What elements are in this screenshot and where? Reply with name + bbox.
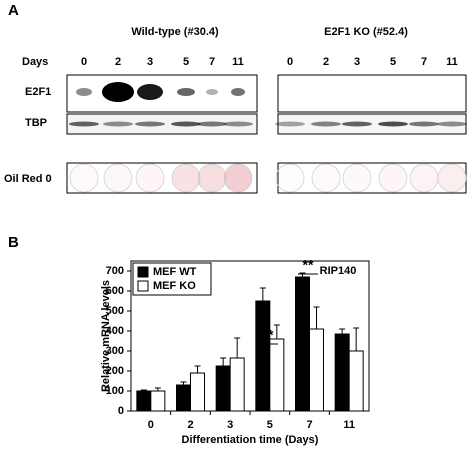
oil-red-well — [378, 163, 408, 193]
group-title: Wild-type (#30.4) — [131, 26, 219, 38]
band — [223, 121, 253, 127]
row-label: E2F1 — [25, 86, 51, 98]
day-label: 3 — [147, 56, 153, 68]
x-tick-label: 5 — [267, 419, 273, 431]
panel-label: A — [8, 2, 19, 19]
day-label: 5 — [183, 56, 189, 68]
day-label: 11 — [232, 56, 244, 68]
y-tick-label: 500 — [106, 305, 124, 317]
band — [102, 82, 134, 102]
y-tick-label: 0 — [118, 405, 124, 417]
band — [275, 121, 305, 127]
panel-label: B — [8, 234, 19, 251]
bar — [334, 333, 350, 412]
band — [177, 88, 195, 96]
band — [69, 121, 99, 127]
x-tick-label: 3 — [227, 419, 233, 431]
day-label: 2 — [323, 56, 329, 68]
day-label: 7 — [209, 56, 215, 68]
x-tick-label: 11 — [343, 419, 355, 431]
blot-frame — [66, 162, 258, 194]
day-label: 2 — [115, 56, 121, 68]
band — [342, 121, 372, 127]
bar — [150, 390, 166, 412]
significance: ** — [263, 327, 274, 343]
bar — [229, 357, 245, 412]
band — [171, 121, 201, 127]
day-label: 7 — [421, 56, 427, 68]
oil-red-well — [171, 163, 201, 193]
annotation-title: RIP140 — [320, 265, 357, 277]
bar — [295, 276, 310, 412]
y-tick-label: 300 — [106, 345, 124, 357]
bar — [190, 372, 205, 412]
significance: ** — [303, 257, 314, 273]
day-label: 0 — [287, 56, 293, 68]
oil-red-well — [69, 163, 99, 193]
oil-red-well — [197, 163, 227, 193]
oil-red-well — [311, 163, 341, 193]
band — [206, 89, 218, 95]
row-label: TBP — [25, 117, 47, 129]
day-label: 0 — [81, 56, 87, 68]
oil-red-well — [342, 163, 372, 193]
band — [103, 121, 133, 127]
x-axis-label: Differentiation time (Days) — [182, 434, 319, 446]
bar — [269, 338, 285, 412]
oil-red-well — [437, 163, 467, 193]
row-label: Oil Red 0 — [4, 173, 52, 185]
band — [437, 121, 467, 127]
day-label: 3 — [354, 56, 360, 68]
oil-red-well — [103, 163, 133, 193]
oil-red-well — [135, 163, 165, 193]
day-label: 5 — [390, 56, 396, 68]
band — [231, 88, 245, 96]
bar — [348, 350, 364, 412]
x-tick-label: 0 — [148, 419, 154, 431]
bar — [136, 390, 152, 412]
bar — [255, 300, 271, 412]
band — [76, 88, 92, 96]
y-tick-label: 700 — [106, 265, 124, 277]
bar-chart: 0 100 200 300 400 500 600 700 0 2 3 5 7 11 RIP140 ** ** D… — [100, 257, 370, 446]
y-tick-label: 100 — [106, 385, 124, 397]
band — [197, 121, 227, 127]
legend-swatch — [137, 266, 149, 278]
y-axis-label: Relative mRNA levels — [100, 280, 112, 392]
legend-label: MEF WT — [153, 266, 197, 278]
x-tick-label: 7 — [306, 419, 312, 431]
bar — [176, 384, 191, 412]
band — [137, 84, 163, 100]
band — [311, 121, 341, 127]
bar — [309, 328, 324, 412]
blot-frame — [277, 74, 467, 113]
blots — [66, 74, 467, 194]
bar — [215, 365, 231, 412]
blot-frame — [277, 162, 467, 194]
y-tick-label: 400 — [106, 325, 124, 337]
legend-swatch — [137, 280, 149, 292]
group-title: E2F1 KO (#52.4) — [324, 26, 408, 38]
band — [409, 121, 439, 127]
y-tick-label: 600 — [106, 285, 124, 297]
legend-label: MEF KO — [153, 280, 196, 292]
oil-red-well — [223, 163, 253, 193]
oil-red-well — [275, 163, 305, 193]
oil-red-well — [409, 163, 439, 193]
row-label: Days — [22, 56, 48, 68]
day-label: 11 — [446, 56, 458, 68]
x-tick-label: 2 — [187, 419, 193, 431]
band — [378, 121, 408, 127]
y-tick-label: 200 — [106, 365, 124, 377]
band — [135, 121, 165, 127]
